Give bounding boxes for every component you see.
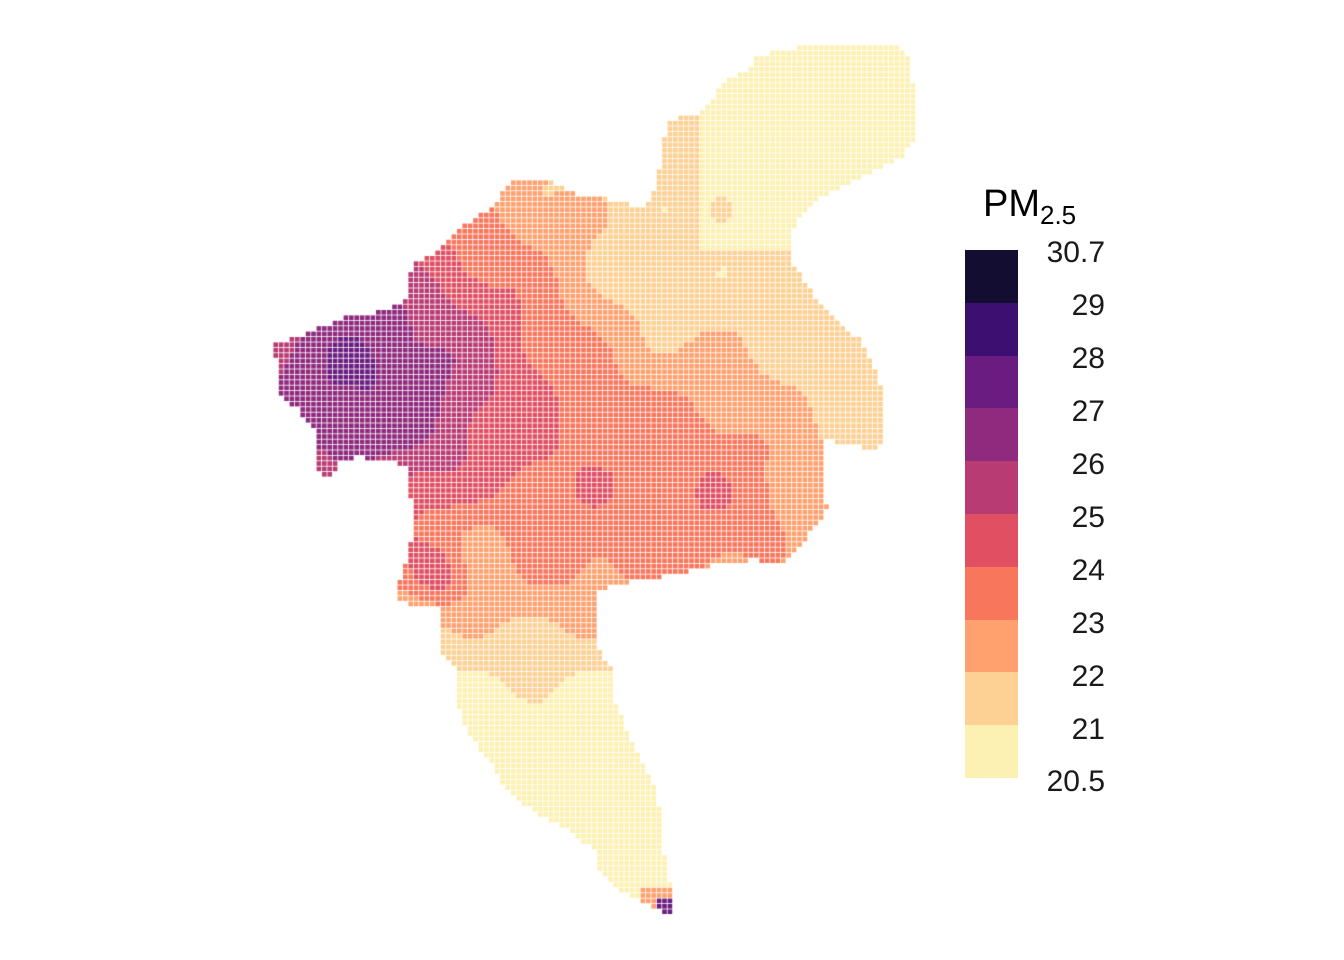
legend-max-label: 30.7 [1046,236,1105,269]
legend-tick-label: 21 [1071,713,1105,746]
legend-title-subscript: 2.5 [1040,200,1077,230]
legend-color-bar [965,250,1018,779]
color-legend: PM2.5 30.7 29 28 27 26 25 24 23 22 21 20… [965,180,1145,800]
legend-title-main: PM [983,183,1040,225]
legend-tick-label: 25 [1071,501,1105,534]
legend-tick-label: 29 [1071,289,1105,322]
legend-swatch [965,408,1018,462]
legend-swatch [965,672,1018,726]
legend-tick-label: 24 [1071,554,1105,587]
legend-swatch [965,514,1018,568]
legend-tick-label: 26 [1071,448,1105,481]
legend-min-label: 20.5 [1046,765,1105,798]
legend-tick-label: 23 [1071,607,1105,640]
legend-swatch [965,250,1018,304]
legend-swatch [965,566,1018,621]
legend-swatch [965,461,1018,515]
legend-tick-label: 22 [1071,660,1105,693]
legend-swatch [965,725,1018,779]
legend-title: PM2.5 [983,183,1076,231]
legend-swatch [965,619,1018,673]
legend-tick-label: 28 [1071,342,1105,375]
legend-swatch [965,302,1018,357]
legend-tick-label: 27 [1071,395,1105,428]
legend-swatch [965,355,1018,409]
